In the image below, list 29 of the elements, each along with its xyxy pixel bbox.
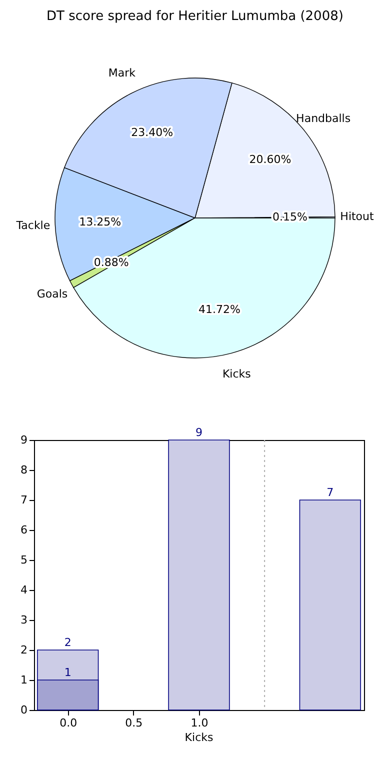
slice-label: Kicks	[222, 368, 252, 381]
slice-label: Handballs	[296, 112, 351, 126]
y-tick-label: 3	[20, 614, 28, 626]
data-label: 1	[64, 666, 72, 679]
data-label: 9	[196, 426, 202, 439]
slice-label: Tackle	[15, 218, 50, 232]
y-tick-label: 1	[20, 674, 28, 686]
x-tick-label: 1.0	[190, 716, 208, 730]
y-tick-label: 9	[20, 434, 28, 446]
chart-title: DT score spread for Heritier Lumumba (2008)	[46, 9, 344, 24]
data-label: 7	[326, 486, 334, 499]
y-tick-label: 6	[20, 524, 28, 536]
y-tick-label: 2	[20, 644, 28, 656]
y-tick-label: 7	[20, 494, 28, 506]
slice-label: Goals	[36, 288, 68, 301]
y-tick-label: 4	[20, 584, 28, 596]
x-tick-label: 0.0	[60, 716, 78, 730]
y-tick-label: 0	[20, 704, 28, 716]
data-label: 2	[64, 636, 72, 649]
data-label: 41.72%	[198, 302, 240, 316]
data-label: 20.60%	[249, 153, 292, 166]
slice-label: Mark	[108, 66, 136, 80]
x-tick-label: 0.5	[125, 716, 143, 730]
data-label: 23.40%	[131, 126, 174, 140]
slice-label: Hitout	[340, 210, 375, 224]
text: Kicks	[184, 731, 214, 744]
y-tick-label: 5	[20, 554, 28, 566]
data-label: 13.25%	[79, 216, 122, 229]
y-tick-label: 8	[20, 464, 28, 476]
